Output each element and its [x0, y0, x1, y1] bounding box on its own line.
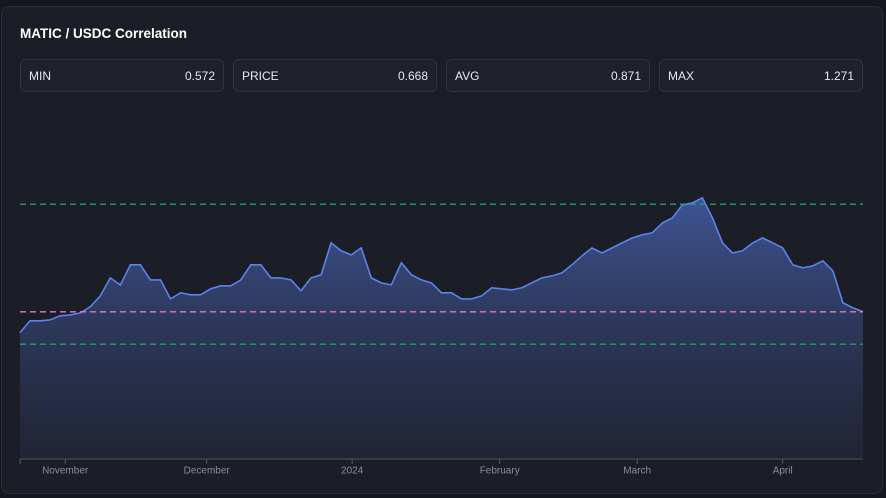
stat-box: PRICE 0.668 — [233, 59, 437, 92]
area — [20, 197, 863, 459]
stat-box: MIN 0.572 — [20, 59, 224, 92]
x-tick-label: March — [623, 466, 651, 477]
x-tick-label: December — [184, 466, 231, 477]
stat-value: 0.668 — [397, 68, 428, 83]
x-tick-label: November — [42, 466, 89, 477]
stat-label: AVG — [455, 68, 480, 83]
stat-label: MAX — [668, 68, 695, 83]
stat-value: 1.271 — [823, 68, 854, 83]
stat-label: MIN — [29, 68, 51, 83]
stat-value: 0.572 — [184, 68, 215, 83]
x-tick-label: April — [773, 466, 793, 477]
line — [19, 196, 864, 334]
stat-box: AVG 0.871 — [446, 59, 650, 92]
stat-box: MAX 1.271 — [659, 59, 863, 92]
title: MATIC / USDC Correlation — [20, 26, 188, 41]
stat-label: PRICE — [242, 68, 279, 83]
x-tick-label: 2024 — [341, 466, 364, 477]
stat-value: 0.871 — [610, 68, 641, 83]
x-tick-label: February — [480, 466, 520, 477]
